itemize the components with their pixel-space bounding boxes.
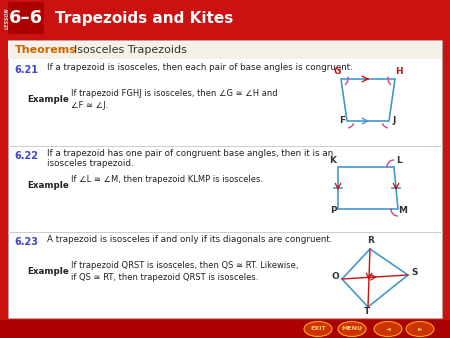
Ellipse shape — [406, 321, 434, 337]
Text: Example: Example — [27, 180, 69, 190]
Text: S: S — [412, 268, 418, 277]
Text: R: R — [368, 236, 374, 245]
FancyBboxPatch shape — [8, 2, 44, 34]
FancyBboxPatch shape — [8, 41, 442, 59]
Ellipse shape — [374, 321, 402, 337]
Text: if QS ≅ RT, then trapezoid QRST is isosceles.: if QS ≅ RT, then trapezoid QRST is isosc… — [71, 273, 258, 283]
Text: G: G — [333, 67, 341, 76]
Text: Isosceles Trapezoids: Isosceles Trapezoids — [74, 45, 187, 55]
Text: If a trapezoid is isosceles, then each pair of base angles is congruent.: If a trapezoid is isosceles, then each p… — [47, 63, 353, 72]
Text: P: P — [330, 206, 336, 215]
Text: F: F — [339, 116, 345, 125]
Text: 6–6: 6–6 — [9, 9, 43, 27]
Text: 6.22: 6.22 — [14, 151, 38, 161]
Text: J: J — [392, 116, 396, 125]
Text: LESSON: LESSON — [4, 7, 9, 29]
Text: A trapezoid is isosceles if and only if its diagonals are congruent.: A trapezoid is isosceles if and only if … — [47, 235, 333, 243]
Text: M: M — [399, 206, 408, 215]
Text: EXIT: EXIT — [310, 327, 326, 332]
Ellipse shape — [304, 321, 332, 337]
Text: ◄: ◄ — [386, 327, 391, 332]
Text: Example: Example — [27, 266, 69, 275]
Text: H: H — [395, 67, 403, 76]
Text: If a trapezoid has one pair of congruent base angles, then it is an: If a trapezoid has one pair of congruent… — [47, 148, 333, 158]
Text: 6.21: 6.21 — [14, 65, 38, 75]
Text: ∠F ≅ ∠J.: ∠F ≅ ∠J. — [71, 101, 108, 111]
Text: 6.23: 6.23 — [14, 237, 38, 247]
Text: ►: ► — [418, 327, 423, 332]
FancyBboxPatch shape — [0, 0, 450, 36]
Text: MENU: MENU — [342, 327, 363, 332]
FancyBboxPatch shape — [8, 40, 442, 318]
Text: isosceles trapezoid.: isosceles trapezoid. — [47, 160, 134, 169]
Text: L: L — [396, 156, 402, 165]
Text: Theorems: Theorems — [15, 45, 77, 55]
Text: Example: Example — [27, 95, 69, 103]
Ellipse shape — [338, 321, 366, 337]
FancyBboxPatch shape — [0, 320, 450, 338]
Text: Trapezoids and Kites: Trapezoids and Kites — [55, 10, 233, 25]
Text: If ∠L ≅ ∠M, then trapezoid KLMP is isosceles.: If ∠L ≅ ∠M, then trapezoid KLMP is isosc… — [71, 175, 263, 185]
Text: If trapezoid QRST is isosceles, then QS ≅ RT. Likewise,: If trapezoid QRST is isosceles, then QS … — [71, 262, 298, 270]
Text: K: K — [329, 156, 337, 165]
Text: T: T — [364, 307, 370, 316]
Text: If trapezoid FGHJ is isosceles, then ∠G ≅ ∠H and: If trapezoid FGHJ is isosceles, then ∠G … — [71, 90, 278, 98]
Text: O: O — [331, 272, 339, 281]
